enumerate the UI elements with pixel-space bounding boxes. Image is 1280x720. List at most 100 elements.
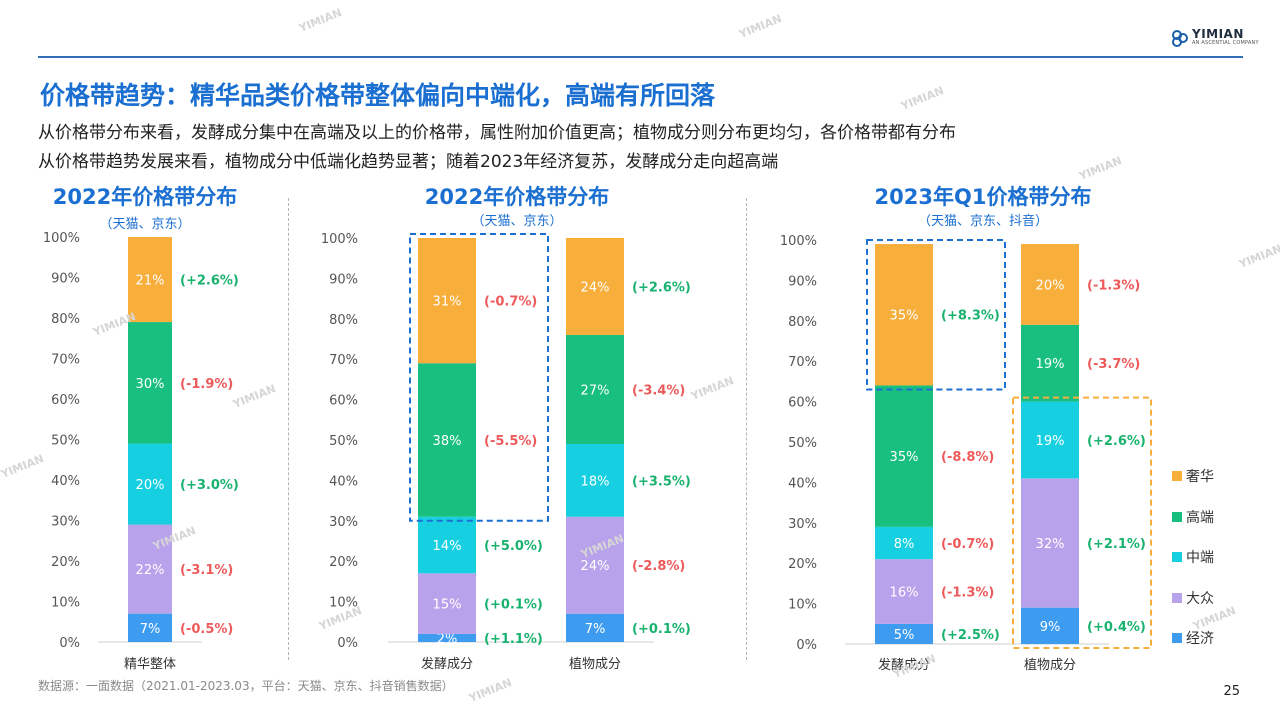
change-label: (+2.1%) bbox=[1087, 537, 1146, 552]
change-label: (-0.7%) bbox=[941, 537, 994, 552]
header-rule bbox=[38, 56, 1243, 58]
y-tick-label: 100% bbox=[43, 231, 80, 246]
segment-label: 38% bbox=[433, 434, 462, 449]
bar-segment bbox=[418, 238, 476, 364]
y-tick-label: 90% bbox=[51, 272, 80, 287]
segment-label: 7% bbox=[585, 622, 606, 637]
y-tick-label: 80% bbox=[788, 315, 817, 330]
legend: 奢华 高端 中端 大众 经济 bbox=[1172, 456, 1214, 659]
change-label: (-3.7%) bbox=[1087, 357, 1140, 372]
legend-label: 奢华 bbox=[1186, 469, 1214, 486]
section-divider-1 bbox=[288, 198, 289, 660]
bar-segment bbox=[1021, 478, 1079, 608]
bar-segment bbox=[128, 443, 172, 525]
highlight-box bbox=[409, 233, 549, 522]
y-tick-label: 70% bbox=[788, 355, 817, 370]
chart-2-subtitle: （天猫、京东） bbox=[471, 214, 563, 229]
segment-label: 35% bbox=[890, 309, 919, 324]
segment-label: 27% bbox=[581, 384, 610, 399]
bar-segment bbox=[128, 322, 172, 444]
section-divider-2 bbox=[746, 198, 747, 660]
y-tick-label: 20% bbox=[329, 555, 358, 570]
change-label: (+2.6%) bbox=[632, 280, 691, 295]
legend-label: 大众 bbox=[1186, 590, 1214, 607]
y-tick-label: 20% bbox=[51, 555, 80, 570]
y-tick-label: 60% bbox=[329, 394, 358, 409]
x-category-label: 发酵成分 bbox=[421, 656, 473, 672]
change-label: (+2.6%) bbox=[1087, 434, 1146, 449]
segment-label: 35% bbox=[890, 450, 919, 465]
chart-3-title: 2023年Q1价格带分布 bbox=[874, 185, 1092, 209]
y-tick-label: 10% bbox=[788, 598, 817, 613]
bar-segment bbox=[128, 237, 172, 323]
bar-segment bbox=[418, 363, 476, 517]
bar-segment bbox=[566, 516, 624, 614]
segment-label: 18% bbox=[581, 474, 610, 489]
x-category-label: 发酵成分 bbox=[878, 657, 930, 673]
change-label: (-0.5%) bbox=[180, 622, 233, 637]
y-tick-label: 50% bbox=[51, 434, 80, 449]
y-tick-label: 0% bbox=[337, 636, 358, 651]
change-label: (+0.1%) bbox=[632, 622, 691, 637]
y-tick-label: 60% bbox=[51, 393, 80, 408]
segment-label: 16% bbox=[890, 585, 919, 600]
y-tick-label: 70% bbox=[51, 353, 80, 368]
change-label: (-3.1%) bbox=[180, 563, 233, 578]
bar-segment bbox=[875, 385, 933, 527]
bar-segment bbox=[566, 444, 624, 517]
y-tick-label: 50% bbox=[788, 436, 817, 451]
bar-segment bbox=[566, 238, 624, 335]
segment-label: 7% bbox=[140, 622, 161, 637]
legend-label: 经济 bbox=[1186, 631, 1214, 648]
segment-label: 22% bbox=[136, 563, 165, 578]
y-tick-label: 50% bbox=[329, 434, 358, 449]
page-number: 25 bbox=[1223, 684, 1240, 699]
y-tick-label: 80% bbox=[51, 312, 80, 327]
bar-segment bbox=[418, 633, 476, 642]
subtitle-line-2: 从价格带趋势发展来看，植物成分中低端化趋势显著；随着2023年经济复苏，发酵成分… bbox=[38, 152, 779, 172]
change-label: (+5.0%) bbox=[484, 539, 543, 554]
y-tick-label: 70% bbox=[329, 353, 358, 368]
segment-label: 5% bbox=[894, 628, 915, 643]
y-tick-label: 100% bbox=[780, 234, 817, 249]
chart-1-title: 2022年价格带分布 bbox=[52, 185, 238, 209]
y-tick-label: 40% bbox=[329, 474, 358, 489]
bar-segment bbox=[875, 244, 933, 386]
x-category-label: 植物成分 bbox=[1024, 658, 1076, 673]
y-tick-label: 90% bbox=[329, 272, 358, 287]
change-label: (+3.5%) bbox=[632, 474, 691, 489]
highlight-box bbox=[866, 239, 1006, 391]
logo-icon bbox=[1172, 29, 1188, 47]
change-label: (-3.4%) bbox=[632, 384, 685, 399]
segment-label: 21% bbox=[136, 274, 165, 289]
y-tick-label: 90% bbox=[788, 274, 817, 289]
legend-swatch bbox=[1172, 511, 1182, 522]
segment-label: 31% bbox=[433, 295, 462, 310]
subtitle-line-1: 从价格带分布来看，发酵成分集中在高端及以上的价格带，属性附加价值更高；植物成分则… bbox=[38, 123, 956, 143]
change-label: (-2.8%) bbox=[632, 559, 685, 574]
legend-item-economy: 经济 bbox=[1172, 618, 1214, 659]
segment-label: 30% bbox=[136, 377, 165, 392]
change-label: (+2.5%) bbox=[941, 628, 1000, 643]
y-tick-label: 30% bbox=[788, 517, 817, 532]
segment-label: 24% bbox=[581, 559, 610, 574]
logo-text: YIMIAN bbox=[1192, 27, 1244, 41]
change-label: (-8.8%) bbox=[941, 450, 994, 465]
y-tick-label: 20% bbox=[788, 557, 817, 572]
segment-label: 8% bbox=[894, 537, 915, 552]
segment-label: 20% bbox=[136, 478, 165, 493]
bar-segment bbox=[875, 526, 933, 560]
legend-item-mass: 大众 bbox=[1172, 578, 1214, 619]
legend-item-mid: 中端 bbox=[1172, 537, 1214, 578]
segment-label: 14% bbox=[433, 539, 462, 554]
source-note: 数据源：一面数据（2021.01-2023.03，平台：天猫、京东、抖音销售数据… bbox=[38, 679, 454, 693]
chart-1-subtitle: （天猫、京东） bbox=[99, 217, 191, 232]
y-tick-label: 10% bbox=[329, 596, 358, 611]
bar-segment bbox=[1021, 401, 1079, 479]
y-tick-label: 40% bbox=[51, 474, 80, 489]
y-tick-label: 100% bbox=[321, 232, 358, 247]
bar-segment bbox=[128, 613, 172, 642]
legend-swatch bbox=[1172, 592, 1182, 603]
bar-segment bbox=[875, 623, 933, 644]
